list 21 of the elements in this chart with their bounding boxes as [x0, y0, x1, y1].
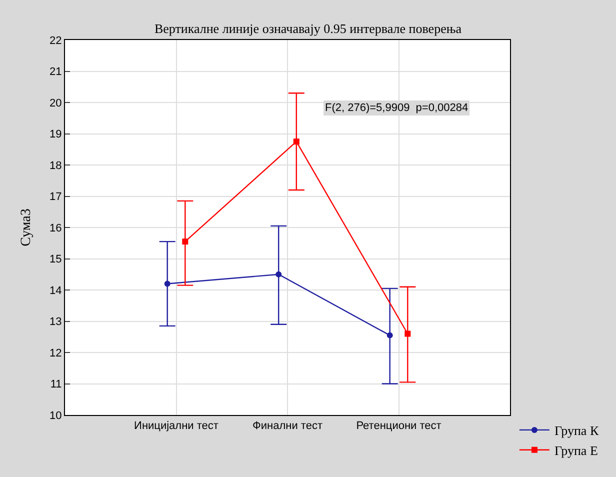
y-tick-label: 18: [50, 160, 62, 172]
x-tick-label: Ретенциони тест: [356, 420, 442, 432]
y-tick-label: 12: [50, 347, 62, 360]
y-axis-title: Сума3: [19, 208, 34, 246]
y-tick-label: 22: [50, 34, 62, 47]
y-tick-label: 10: [50, 410, 62, 422]
chart-title: Вертикалне линије означавају 0.95 интервале поверења: [154, 20, 462, 36]
y-tick-label: 14: [50, 284, 62, 297]
y-tick-label: 19: [50, 128, 62, 141]
y-tick-label: 21: [50, 66, 62, 78]
y-tick-label: 17: [50, 191, 62, 204]
y-tick-label: 20: [50, 97, 62, 110]
x-tick-label: Иницијални тест: [134, 420, 218, 432]
y-tick-label: 16: [50, 222, 62, 234]
annotation: F(2, 276)=5,9909 p=0,00284: [325, 102, 468, 114]
y-tick-label: 13: [50, 316, 62, 328]
y-tick-label: 11: [50, 378, 62, 391]
y-tick-label: 15: [50, 254, 62, 266]
legend-label: Група К: [554, 423, 599, 438]
x-tick-label: Финални тест: [252, 420, 322, 432]
legend-label: Група Е: [554, 442, 598, 458]
